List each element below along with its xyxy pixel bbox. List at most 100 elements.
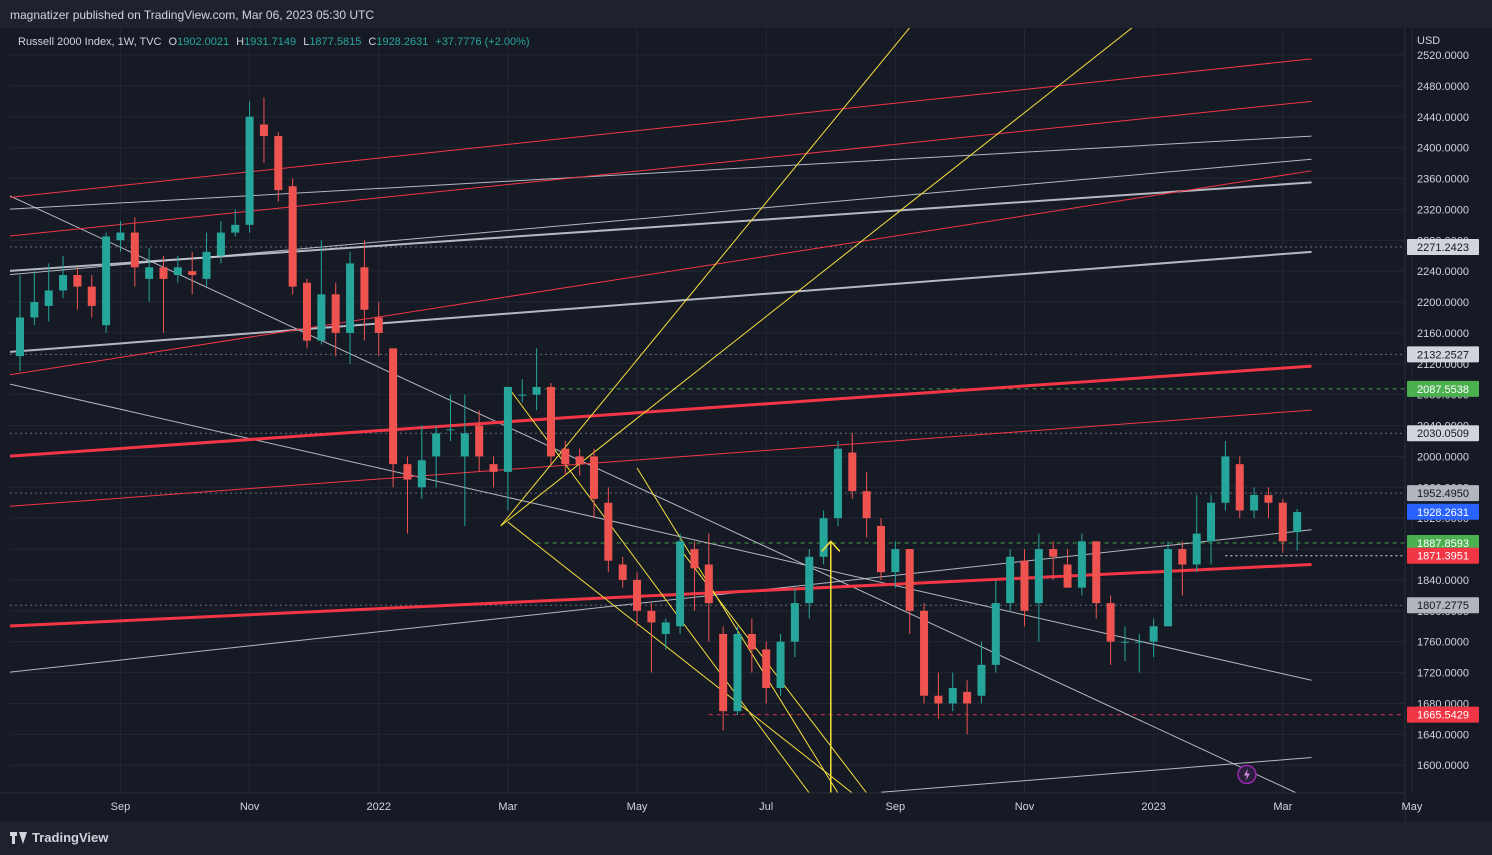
trendline-yellow [500,28,911,527]
candle-body [805,556,814,604]
candle-body [1120,641,1129,643]
price-badge-bg [1407,597,1479,614]
candle [877,518,885,580]
footer-bar: TradingView [0,822,1492,855]
candle-body [188,271,197,276]
candle [934,672,943,719]
price-badge-label: 1928.2631 [1417,507,1469,519]
candle-body [475,425,484,457]
low-value: 1877.5815 [309,36,362,48]
candle-body [202,251,211,279]
candle-body [1178,549,1187,565]
candle-body [1264,495,1273,503]
candle [604,487,613,573]
candle-body [1293,512,1302,533]
candle [231,209,240,237]
candle-body [503,386,512,472]
price-badge-bg [1407,346,1479,363]
candle-body [216,232,225,256]
x-tick-label: May [1402,801,1423,813]
candle-body [59,275,68,291]
candle [948,672,957,712]
candle [776,633,785,696]
candle-body [1063,564,1072,588]
candle [1278,498,1287,553]
price-badge-bg [1407,503,1479,520]
candle-body [590,456,598,499]
candle-body [73,275,82,287]
candle-body [1049,549,1058,557]
candle-body [417,460,426,488]
candle [145,248,154,303]
candle-body [733,633,742,712]
x-tick-label: Sep [886,801,906,813]
candle [59,255,68,299]
candle [747,618,756,673]
candle-body [604,502,613,561]
price-badge: 2271.2423 [1407,239,1479,256]
candle [274,132,283,202]
candle-body [561,448,570,465]
candle-body [948,688,957,704]
candle-body [432,433,441,457]
candle [1034,533,1043,642]
candle [977,641,986,704]
candle-body [848,452,857,492]
candle-body [1034,549,1043,604]
x-tick-label: Mar [1273,801,1292,813]
candle-body [690,549,699,569]
candle [159,255,168,333]
candle-body [245,116,254,225]
candle [963,680,972,735]
candle [245,101,254,233]
x-tick-label: Sep [111,801,131,813]
candle-body [159,267,168,279]
price-badge: 1887.8593 [1407,534,1479,551]
candle [1135,633,1144,673]
candle [719,626,728,731]
y-tick-label: 2240.0000 [1417,266,1469,278]
candle [87,275,96,318]
y-tick-label: 2360.0000 [1417,174,1469,186]
candle-body [833,448,842,519]
candle-body [16,317,24,357]
candle [202,232,211,287]
price-badge-bg [1407,425,1479,442]
trendline-yellow [500,28,1133,527]
trendline-red [10,364,1312,458]
candle-body [532,386,541,395]
candle-body [575,456,584,465]
candle [173,255,182,283]
plot-layer [10,28,1405,793]
candle-body [288,186,297,287]
trendline-yellow [507,521,853,793]
y-tick-label: 2520.0000 [1417,50,1469,62]
candle [130,217,139,287]
candle [676,533,685,634]
candle [833,440,842,526]
candle [518,379,527,403]
price-badge-label: 2271.2423 [1417,242,1469,254]
chart-area[interactable]: USD 1600.0000 1640.0000 1680.0000 1720.0000 1… [0,28,1492,823]
candle [819,510,828,565]
candle [618,556,627,588]
x-tick-label: May [627,801,648,813]
candle-body [704,564,713,604]
price-badge-bg [1407,547,1479,564]
price-badge-bg [1407,534,1479,551]
candle-body [518,394,527,396]
candle [920,603,929,704]
candle [16,275,24,372]
tradingview-logo[interactable]: TradingView [10,830,108,845]
candle [403,456,412,534]
candle [389,348,398,488]
candle [1207,495,1216,565]
candle [1250,487,1259,519]
candle [475,410,484,472]
x-tick-label: Mar [498,801,517,813]
candle [259,97,268,164]
open-label: O [168,36,178,48]
price-badge-bg [1407,706,1479,723]
price-chart[interactable]: USD1600.00001640.00001680.00001720.00001… [0,28,1492,823]
trendline-red [10,170,1312,376]
